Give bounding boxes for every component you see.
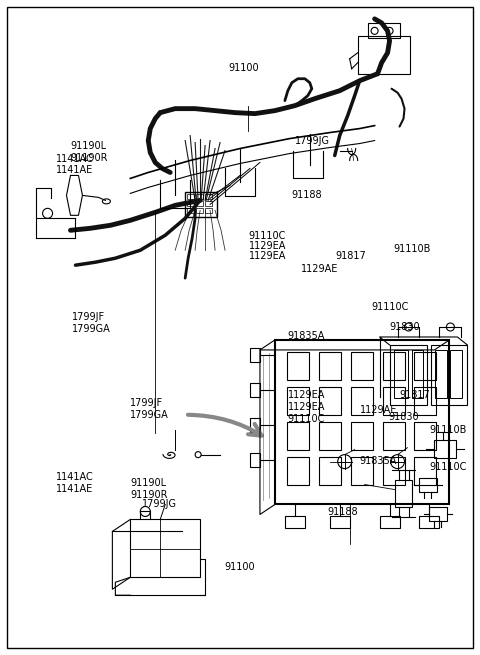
Bar [287, 387, 309, 415]
Bar [205, 201, 212, 206]
Text: 91817: 91817 [336, 251, 366, 261]
Bar [250, 453, 260, 466]
Bar [383, 457, 405, 485]
Bar [351, 352, 372, 380]
Bar [319, 352, 341, 380]
Bar [351, 422, 372, 449]
Bar [319, 422, 341, 449]
Bar [250, 383, 260, 397]
Bar [185, 193, 217, 217]
Bar [415, 457, 436, 485]
Bar [351, 387, 372, 415]
Text: 91190L
91190R: 91190L 91190R [130, 478, 168, 500]
Bar [420, 477, 437, 491]
Text: 91830: 91830 [388, 412, 419, 422]
Bar [130, 519, 200, 577]
Text: 91188: 91188 [292, 190, 322, 200]
Text: 91110C: 91110C [372, 302, 409, 312]
Text: 1129EA: 1129EA [288, 402, 325, 412]
Bar [196, 201, 203, 206]
Bar [287, 352, 309, 380]
Text: 1141AC
1141AE: 1141AC 1141AE [56, 472, 94, 494]
Text: 91817: 91817 [399, 390, 430, 400]
Bar [383, 387, 405, 415]
Text: 1141AC
1141AE: 1141AC 1141AE [56, 154, 93, 176]
Bar [196, 195, 203, 199]
Text: 91190L
91190R: 91190L 91190R [70, 141, 108, 163]
Bar [287, 457, 309, 485]
Bar [205, 195, 212, 199]
Text: 91100: 91100 [225, 563, 255, 572]
Text: 91110C: 91110C [249, 231, 286, 241]
Bar [390, 345, 428, 405]
FancyArrowPatch shape [188, 415, 262, 436]
Bar [368, 23, 399, 38]
Bar [351, 457, 372, 485]
Bar [394, 350, 408, 398]
Text: 91830: 91830 [390, 322, 420, 332]
Bar [435, 350, 447, 398]
Text: 91110C: 91110C [288, 414, 325, 424]
Bar [434, 440, 456, 458]
Text: 91110B: 91110B [430, 424, 467, 435]
Bar [415, 422, 436, 449]
Text: 1799JF
1799GA: 1799JF 1799GA [72, 312, 110, 334]
Bar [358, 36, 409, 74]
Bar [275, 340, 449, 504]
Bar [383, 352, 405, 380]
Bar [430, 508, 447, 521]
Text: 1129AE: 1129AE [301, 264, 338, 274]
Text: 91835A: 91835A [287, 331, 324, 341]
Bar [319, 387, 341, 415]
Bar [287, 422, 309, 449]
Text: 1129AE: 1129AE [360, 405, 397, 415]
Text: 1799JF
1799GA: 1799JF 1799GA [130, 398, 169, 420]
Bar [196, 208, 203, 214]
Bar [411, 350, 423, 398]
Bar [187, 208, 194, 214]
Bar [380, 516, 399, 529]
Text: 1799JG: 1799JG [142, 499, 177, 509]
Bar [187, 201, 194, 206]
Bar [319, 457, 341, 485]
Bar [250, 418, 260, 432]
Text: 1129EA: 1129EA [249, 251, 286, 261]
Bar [420, 516, 439, 529]
Text: 91110C: 91110C [430, 462, 467, 472]
Bar [432, 345, 468, 405]
Bar [383, 422, 405, 449]
Bar [205, 208, 212, 214]
Bar [415, 387, 436, 415]
Text: 1129EA: 1129EA [249, 241, 286, 251]
Text: 91835A: 91835A [360, 456, 397, 466]
Bar [415, 352, 436, 380]
Bar [450, 350, 462, 398]
Text: 1799JG: 1799JG [295, 136, 330, 145]
Bar [250, 348, 260, 362]
Text: 91188: 91188 [328, 508, 359, 517]
Bar [395, 479, 412, 508]
Bar [285, 516, 305, 529]
Text: 91110B: 91110B [393, 244, 431, 254]
Bar [330, 516, 350, 529]
Text: 91100: 91100 [228, 63, 259, 73]
Bar [187, 195, 194, 199]
Text: 1129EA: 1129EA [288, 390, 325, 400]
